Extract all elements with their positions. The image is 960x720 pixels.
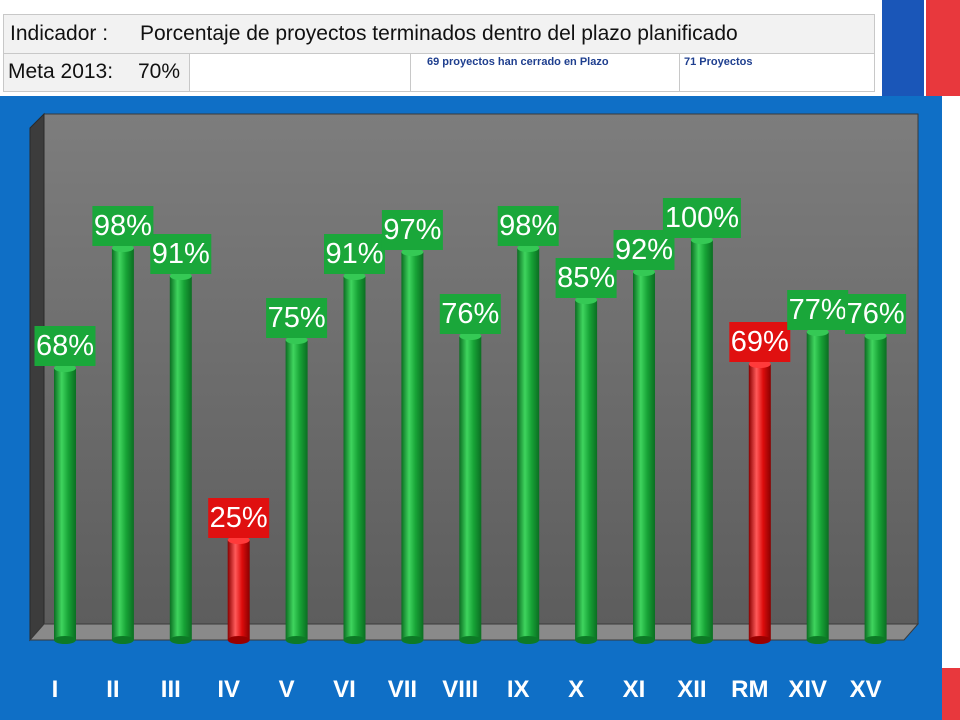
- data-label-III: 91%: [152, 238, 210, 270]
- bar-XI: [633, 272, 655, 640]
- indicator-value: Porcentaje de proyectos terminados dentr…: [140, 22, 738, 45]
- category-label-II: II: [106, 676, 119, 703]
- bar-IV: [227, 540, 250, 640]
- data-label-RM: 69%: [731, 326, 789, 358]
- data-label-V: 75%: [268, 302, 326, 334]
- category-label-IV: IV: [217, 676, 240, 703]
- indicator-label: Indicador :: [10, 22, 109, 45]
- data-label-box-XII: [662, 198, 741, 238]
- data-label-II: 98%: [94, 210, 152, 242]
- category-label-X: X: [568, 676, 584, 703]
- bar-base-II: [111, 636, 134, 644]
- data-label-box-X: [555, 258, 617, 298]
- bar-chart: 68% I 98% II 91% III 25% IV 75% V 91% VI 97% VII 76% VI…: [28, 112, 920, 703]
- bar-base-XI: [633, 636, 655, 644]
- category-label-XI: XI: [623, 676, 646, 703]
- category-label-VI: VI: [333, 676, 356, 703]
- chart-panel: 68% I 98% II 91% III 25% IV 75% V 91% VI 97% VII 76% VI…: [0, 96, 942, 720]
- closed-cell: 69 proyectos han cerrado en Plazo: [411, 54, 680, 91]
- total-projects-note: 71 Proyectos: [684, 56, 753, 68]
- bar-base-VII: [401, 636, 424, 644]
- data-label-XV: 76%: [847, 298, 905, 330]
- flag-red-stripe-bottom: [942, 668, 960, 720]
- bar-base-VI: [343, 636, 366, 644]
- category-label-III: III: [161, 676, 181, 703]
- category-label-XV: XV: [850, 676, 882, 703]
- data-label-IX: 98%: [499, 210, 557, 242]
- goal-label: Meta 2013:: [8, 60, 114, 83]
- category-label-XIV: XIV: [788, 676, 827, 703]
- data-label-box-IX: [497, 206, 559, 246]
- data-label-box-V: [266, 298, 328, 338]
- category-label-IX: IX: [507, 676, 530, 703]
- bar-base-IV: [227, 636, 250, 644]
- flag-red-stripe: [926, 0, 960, 96]
- data-label-XII: 100%: [665, 202, 739, 234]
- data-label-box-VIII: [439, 294, 501, 334]
- category-label-VII: VII: [388, 676, 417, 703]
- category-label-VIII: VIII: [442, 676, 478, 703]
- category-label-XII: XII: [677, 676, 706, 703]
- bar-II: [111, 248, 134, 640]
- bar-XIV: [806, 332, 829, 640]
- bar-IX: [517, 248, 540, 640]
- goal-cell: Meta 2013: 70%: [4, 54, 190, 91]
- bar-base-XII: [690, 636, 713, 644]
- bar-base-IX: [517, 636, 540, 644]
- category-label-RM: RM: [731, 676, 768, 703]
- data-label-VIII: 76%: [441, 298, 499, 330]
- bar-base-X: [575, 636, 598, 644]
- goal-row: Meta 2013: 70% 69 proyectos han cerrado …: [4, 54, 874, 91]
- bar-base-RM: [748, 636, 771, 644]
- bar-base-VIII: [459, 636, 482, 644]
- category-label-V: V: [279, 676, 295, 703]
- bar-I: [54, 368, 76, 640]
- category-label-I: I: [52, 676, 59, 703]
- flag-blue-stripe: [882, 0, 924, 96]
- data-label-box-XIV: [787, 290, 849, 330]
- data-label-box-IV: [208, 498, 270, 538]
- bar-XV: [864, 336, 887, 640]
- bar-VI: [343, 276, 366, 640]
- data-label-XI: 92%: [615, 234, 673, 266]
- data-label-box-XV: [845, 294, 907, 334]
- data-label-box-I: [34, 326, 96, 366]
- bar-XII: [690, 240, 713, 640]
- bar-base-XIV: [806, 636, 829, 644]
- data-label-box-RM: [729, 322, 791, 362]
- data-label-XIV: 77%: [789, 294, 847, 326]
- total-cell: 71 Proyectos: [680, 54, 874, 91]
- bar-base-III: [169, 636, 192, 644]
- closed-projects-note: 69 proyectos han cerrado en Plazo: [427, 56, 609, 68]
- bar-V: [285, 340, 308, 640]
- data-label-box-III: [150, 234, 212, 274]
- bar-VIII: [459, 336, 482, 640]
- bar-base-XV: [864, 636, 887, 644]
- data-label-box-VI: [324, 234, 385, 274]
- data-label-VI: 91%: [325, 238, 383, 270]
- data-label-X: 85%: [557, 262, 615, 294]
- bar-X: [575, 300, 598, 640]
- goal-value: 70%: [138, 60, 181, 83]
- bar-III: [169, 276, 192, 640]
- bar-base-V: [285, 636, 308, 644]
- bar-VII: [401, 252, 424, 640]
- empty-cell: [190, 54, 411, 91]
- bar-RM: [748, 364, 771, 640]
- indicator-table: Indicador : Porcentaje de proyectos term…: [3, 14, 875, 92]
- data-label-VII: 97%: [383, 214, 441, 246]
- data-label-IV: 25%: [210, 502, 268, 534]
- bar-base-I: [54, 636, 76, 644]
- data-label-box-VII: [381, 210, 443, 250]
- indicator-row: Indicador : Porcentaje de proyectos term…: [4, 15, 874, 54]
- data-label-I: 68%: [36, 330, 94, 362]
- data-label-box-II: [92, 206, 154, 246]
- chart-side-wall: [29, 112, 45, 642]
